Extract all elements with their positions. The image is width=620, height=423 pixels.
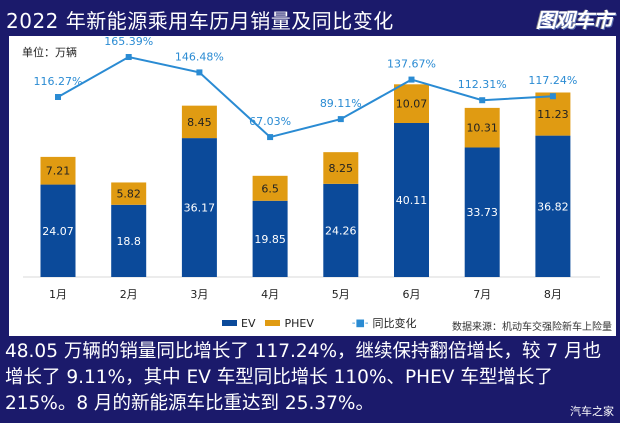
line-point — [55, 94, 61, 100]
data-label-yoy: 146.48% — [175, 50, 224, 63]
data-source: 数据来源：机动车交强险新车上险量 — [452, 322, 612, 333]
caption-text: 48.05 万辆的销量同比增长了 117.24%，继续保持翻倍增长，较 7 月也… — [5, 341, 602, 414]
bar-ev — [464, 147, 500, 277]
data-label-yoy: 89.11% — [320, 97, 362, 110]
data-label-yoy: 117.24% — [528, 74, 577, 87]
data-label-phev: 11.23 — [537, 108, 569, 121]
data-label-yoy: 67.03% — [249, 115, 291, 128]
x-tick-label: 4月 — [261, 288, 279, 301]
x-tick-label: 7月 — [473, 288, 491, 301]
bar-phev — [40, 156, 76, 185]
legend-ev-label: EV — [241, 316, 256, 330]
x-tick-label: 6月 — [403, 288, 421, 301]
bar-phev — [111, 182, 147, 205]
bar-ev — [394, 122, 429, 277]
bar-phev — [181, 105, 217, 139]
data-label-phev: 8.45 — [187, 116, 212, 129]
data-label-ev: 19.85 — [254, 233, 286, 246]
line-yoy — [57, 55, 553, 139]
data-label-ev: 36.17 — [184, 202, 216, 215]
bar-ev — [111, 204, 147, 277]
x-tick-label: 5月 — [332, 288, 350, 301]
data-label-yoy: 116.27% — [34, 75, 83, 88]
data-label-ev: 36.82 — [537, 200, 569, 213]
legend-line-marker-icon: -■- — [351, 317, 369, 329]
bar-phev — [323, 152, 359, 184]
legend-phev-swatch — [265, 320, 281, 326]
legend-line-label: 同比变化 — [372, 317, 417, 330]
data-label-yoy: 165.39% — [104, 35, 153, 48]
bar-phev — [464, 107, 500, 148]
line-point — [337, 116, 344, 123]
data-label-phev: 6.5 — [261, 182, 279, 195]
legend: EV PHEV -■- 同比变化 — [222, 315, 417, 331]
unit-label: 单位：万辆 — [22, 46, 77, 59]
line-point — [479, 97, 486, 104]
line-point — [196, 69, 203, 76]
brand-logo: 图观车市 — [536, 8, 613, 32]
bar-ev — [40, 184, 76, 277]
x-tick-label: 3月 — [190, 288, 208, 301]
bar-phev — [394, 84, 429, 123]
data-label-yoy: 112.31% — [458, 78, 507, 91]
line-point — [125, 54, 132, 61]
x-tick-label: 8月 — [544, 288, 562, 301]
watermark: 汽车之家 — [570, 405, 614, 418]
bar-ev — [252, 200, 288, 277]
data-label-ev: 24.26 — [325, 224, 357, 237]
line-point — [549, 93, 556, 100]
data-label-phev: 7.21 — [46, 165, 71, 178]
bar-ev — [535, 135, 571, 277]
data-label-ev: 18.8 — [116, 235, 141, 248]
legend-ev-swatch — [222, 320, 237, 326]
data-label-ev: 33.73 — [466, 206, 498, 219]
page-title: 2022 年新能源乘用车历月销量及同比变化 — [6, 9, 394, 33]
data-label-yoy: 137.67% — [387, 58, 436, 71]
data-label-phev: 10.07 — [396, 98, 428, 111]
data-label-ev: 40.11 — [396, 194, 428, 207]
bar-ev — [181, 138, 217, 277]
data-label-phev: 10.31 — [466, 122, 498, 135]
bar-ev — [323, 183, 359, 277]
legend-phev-label: PHEV — [284, 316, 314, 330]
data-label-phev: 5.82 — [116, 188, 141, 201]
data-label-phev: 8.25 — [329, 162, 354, 175]
x-tick-label: 2月 — [120, 288, 138, 301]
bar-phev — [252, 175, 288, 201]
x-tick-label: 1月 — [49, 288, 67, 301]
chart-panel — [9, 36, 616, 336]
line-point — [267, 134, 274, 141]
bar-phev — [535, 92, 571, 136]
line-point — [408, 76, 415, 83]
data-label-ev: 24.07 — [42, 225, 74, 238]
